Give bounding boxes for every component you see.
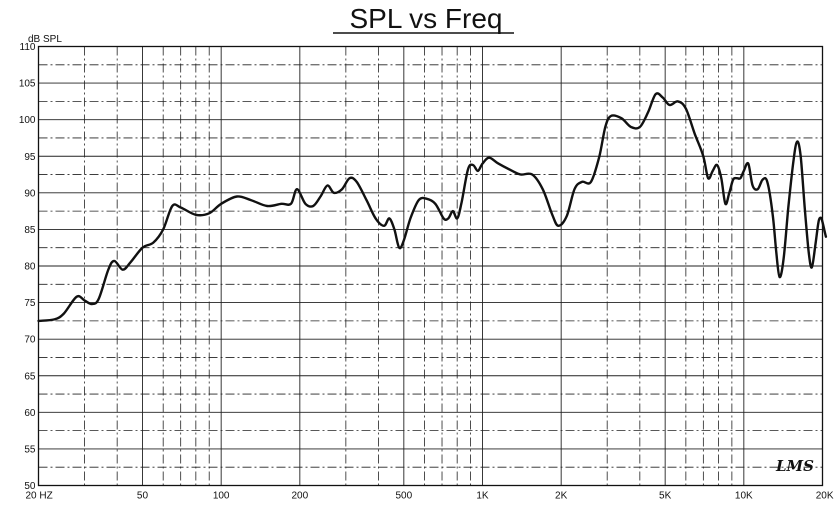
x-tick-label: 200 [291, 491, 308, 502]
x-tick-labels: 20 HZ 50 100 200 500 1K 2K 5K 10K 20K [26, 491, 834, 502]
y-tick-label: 80 [24, 262, 36, 273]
x-tick-label: 10K [735, 491, 753, 502]
lms-logo: LMS [775, 457, 814, 475]
y-tick-label: 110 [20, 42, 36, 53]
x-tick-label: 2K [555, 491, 568, 502]
y-tick-label: 75 [24, 298, 36, 309]
x-tick-label: 5K [659, 491, 672, 502]
y-tick-label: 70 [24, 335, 36, 346]
y-tick-label: 85 [24, 225, 36, 236]
spl-curve [37, 92, 828, 323]
y-tick-label: 60 [24, 408, 36, 419]
x-tick-label: 20 HZ [26, 491, 53, 502]
y-tick-labels: 50 55 60 65 70 75 80 85 90 95 100 105 110 [19, 42, 36, 492]
x-tick-label: 100 [213, 491, 230, 502]
y-tick-label: 95 [24, 152, 36, 163]
x-tick-label: 20K [816, 491, 834, 502]
y-tick-label: 105 [19, 79, 36, 90]
x-tick-label: 500 [395, 491, 412, 502]
y-tick-label: 55 [24, 444, 36, 455]
y-tick-label: 90 [24, 188, 36, 199]
y-tick-label: 50 [24, 481, 36, 492]
y-tick-label: 65 [24, 371, 36, 382]
chart-title: SPL vs Freq [349, 3, 502, 34]
plot-frame [37, 45, 824, 487]
y-tick-label: 100 [19, 115, 36, 126]
grid [38, 46, 823, 486]
y-axis-label: dB SPL [28, 34, 62, 45]
x-tick-label: 50 [137, 491, 149, 502]
x-tick-label: 1K [476, 491, 489, 502]
